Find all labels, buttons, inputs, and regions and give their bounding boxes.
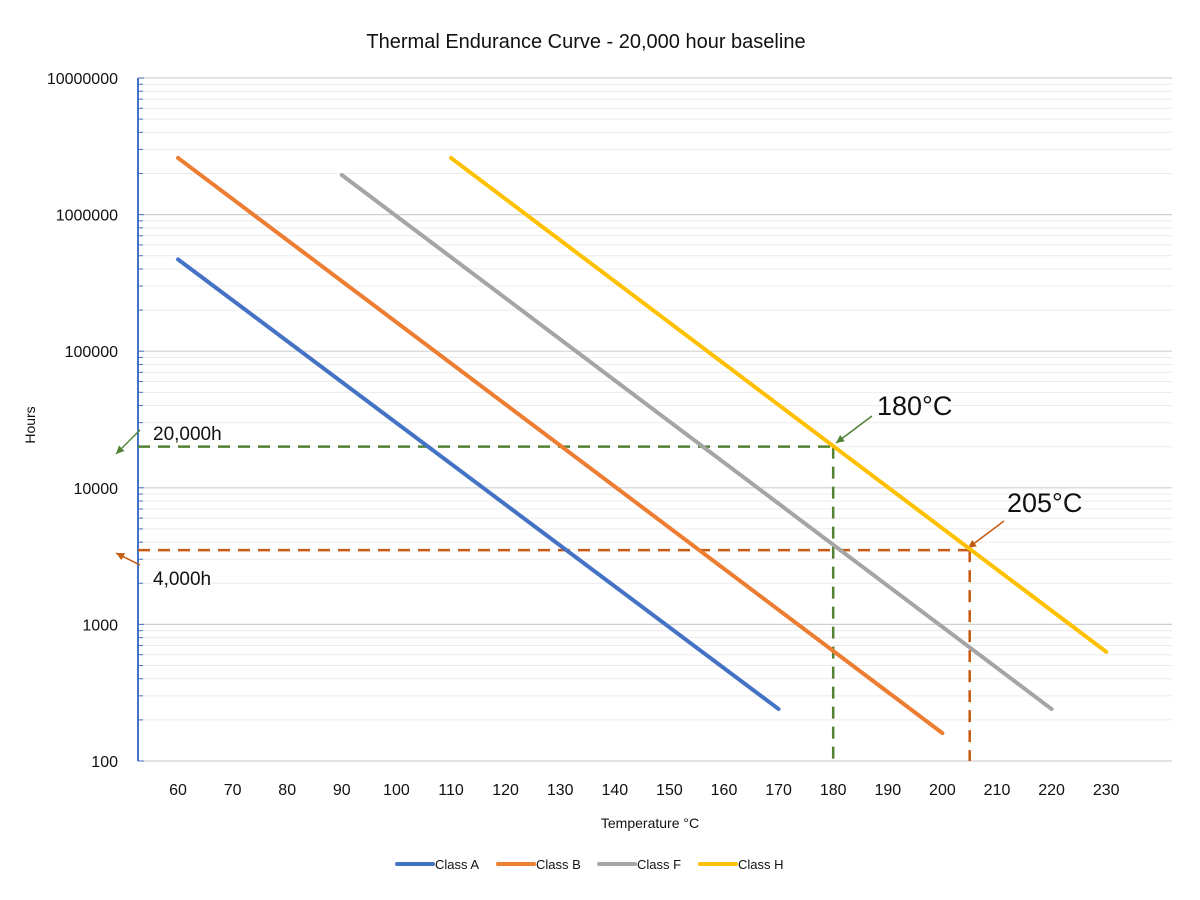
legend-label: Class B [536, 857, 581, 872]
x-tick-label: 180 [820, 782, 847, 799]
annotation-label-180c: 180°C [877, 391, 952, 421]
series-lines [176, 155, 1109, 736]
legend-label: Class A [435, 857, 479, 872]
x-tick-label: 160 [711, 782, 738, 799]
legend: Class A Class B Class F Class H [395, 857, 784, 872]
series-line-class-b [176, 155, 945, 736]
x-axis-title: Temperature °C [601, 815, 699, 831]
arrow-head-icon [968, 540, 977, 548]
axes: 100 1000 10000 100000 1000000 10000000 60 70 80 9… [47, 71, 1120, 799]
x-tick-label: 190 [874, 782, 901, 799]
x-tick-label: 120 [492, 782, 519, 799]
x-tick-label: 220 [1038, 782, 1065, 799]
arrow-head-icon [836, 435, 845, 443]
x-tick-label: 80 [278, 782, 296, 799]
annotation-label-205c: 205°C [1007, 488, 1082, 518]
y-tick-label: 10000 [74, 481, 119, 498]
x-tick-label: 90 [333, 782, 351, 799]
arrow-head-icon [116, 553, 125, 561]
y-tick-label: 1000000 [56, 208, 118, 225]
annotation-label-4000h: 4,000h [153, 569, 211, 590]
series-line-class-f [339, 172, 1054, 712]
legend-label: Class F [637, 857, 681, 872]
x-tick-label: 200 [929, 782, 956, 799]
x-tick-label: 60 [169, 782, 187, 799]
annotations: 20,000h 4,000h 180°C 205°C [115, 391, 1082, 761]
y-tick-label: 100000 [65, 344, 118, 361]
x-tick-label: 140 [601, 782, 628, 799]
y-axis-title: Hours [22, 406, 38, 443]
x-tick-label: 150 [656, 782, 683, 799]
x-tick-label: 100 [383, 782, 410, 799]
annotation-label-20000h: 20,000h [153, 424, 222, 445]
series-line-class-a [176, 257, 781, 712]
gridlines [138, 77, 1172, 762]
x-tick-label: 110 [438, 782, 464, 799]
x-tick-label: 130 [547, 782, 574, 799]
x-tick-label: 230 [1093, 782, 1120, 799]
y-tick-label: 100 [91, 754, 118, 771]
y-tick-label: 10000000 [47, 71, 118, 88]
series-line-class-h [449, 155, 1109, 654]
x-tick-label: 210 [984, 782, 1011, 799]
chart-title: Thermal Endurance Curve - 20,000 hour ba… [366, 31, 805, 53]
arrow-head-icon [116, 445, 125, 454]
y-tick-label: 1000 [82, 617, 118, 634]
x-tick-label: 70 [224, 782, 242, 799]
x-tick-label: 170 [765, 782, 792, 799]
legend-label: Class H [738, 857, 784, 872]
